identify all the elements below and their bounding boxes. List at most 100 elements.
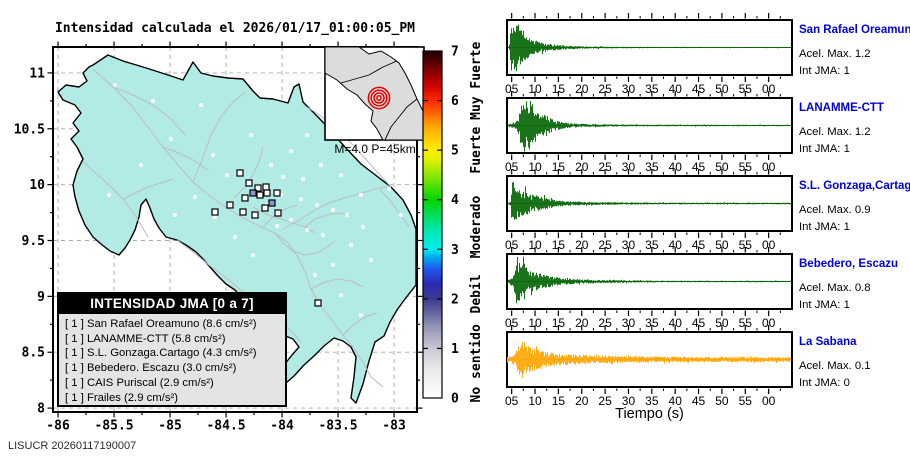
- waveform-trace: [507, 341, 791, 378]
- station-dot: [345, 213, 349, 217]
- road-line: [234, 146, 264, 198]
- time-tick-label: 20: [575, 394, 589, 408]
- accel-max-value: Acel. Max. 0.8: [799, 282, 871, 294]
- map-frame: [52, 46, 418, 413]
- station-dot: [169, 137, 173, 141]
- time-tick-label: 25: [598, 316, 612, 330]
- time-tick-label: 35: [645, 316, 659, 330]
- time-tick-label: 05: [505, 160, 519, 174]
- time-tick-label: 55: [739, 316, 753, 330]
- road-line: [112, 86, 186, 136]
- time-tick-label: 50: [715, 316, 729, 330]
- y-tick-label: 9: [37, 290, 45, 305]
- station-dot: [301, 177, 305, 181]
- station-dot: [113, 83, 117, 87]
- time-tick-label: 25: [598, 238, 612, 252]
- jma-intensity-square: [249, 189, 257, 197]
- jma-intensity-square: [236, 169, 244, 177]
- colorbar-category-label: Muy Fuerte: [469, 41, 484, 119]
- colorbar-tick-label: 2: [451, 292, 459, 307]
- station-dot: [315, 203, 319, 207]
- x-tick-label: -84: [270, 419, 294, 434]
- colorbar-tick-label: 3: [451, 243, 459, 258]
- station-info: La Sabana Acel. Max. 0.1 Int JMA: 0: [799, 336, 909, 389]
- time-tick-label: 10: [528, 316, 542, 330]
- jma-legend: INTENSIDAD JMA [0 a 7] [ 1 ] San Rafael …: [57, 292, 287, 407]
- time-tick-label: 30: [622, 160, 636, 174]
- y-tick-label: 8: [37, 402, 45, 417]
- int-jma-value: Int JMA: 1: [799, 65, 850, 77]
- intensity-colorbar: [422, 50, 443, 399]
- int-jma-value: Int JMA: 0: [799, 377, 850, 389]
- legend-item: [ 1 ] Bebedero. Escazu (3.0 cm/s²): [65, 362, 237, 375]
- accel-max-value: Acel. Max. 0.9: [799, 204, 871, 216]
- accel-max-value: Acel. Max. 1.2: [799, 48, 871, 60]
- station-dot: [199, 103, 203, 107]
- watermark: LISUCR 20260117190007: [8, 440, 137, 452]
- x-tick-label: -83: [382, 419, 405, 434]
- jma-intensity-square: [263, 189, 271, 197]
- time-tick-label: 25: [598, 394, 612, 408]
- time-tick-label: 40: [669, 394, 683, 408]
- station-dot: [305, 133, 309, 137]
- road-line: [310, 278, 364, 290]
- time-tick-label: 45: [692, 160, 706, 174]
- colorbar-tick-label: 7: [451, 45, 459, 60]
- time-tick-label: 15: [552, 238, 566, 252]
- colorbar-tick-label: 5: [451, 144, 459, 159]
- int-jma-value: Int JMA: 1: [799, 221, 850, 233]
- station-dot: [249, 133, 253, 137]
- station-dot: [339, 173, 343, 177]
- y-tick-label: 9.5: [22, 234, 45, 249]
- station-dot: [151, 99, 155, 103]
- station-dot: [399, 213, 403, 217]
- seismogram-panel: 05 10 15 20 25 30 35 40 45 50 55 00: [505, 247, 793, 330]
- road-line: [122, 178, 174, 200]
- time-tick-label: 15: [552, 394, 566, 408]
- station-dot: [369, 258, 373, 262]
- jma-intensity-square: [314, 299, 322, 307]
- station-dot: [213, 215, 217, 219]
- time-tick-label: 20: [575, 238, 589, 252]
- epicenter-icon: [376, 95, 382, 101]
- time-tick-label: 30: [622, 316, 636, 330]
- station-dot: [321, 233, 325, 237]
- station-dot: [275, 224, 279, 228]
- seismogram-panel: 05 10 15 20 25 30 35 40 45 50 55 00: [505, 325, 793, 408]
- int-jma-value: Int JMA: 1: [799, 299, 850, 311]
- jma-intensity-square: [256, 191, 264, 199]
- accel-max-value: Acel. Max. 1.2: [799, 126, 871, 138]
- time-tick-label: 55: [739, 82, 753, 96]
- station-dot: [361, 225, 365, 229]
- jma-intensity-square: [274, 209, 282, 217]
- colorbar-tick-label: 6: [451, 94, 459, 109]
- time-tick-label: 10: [528, 394, 542, 408]
- time-tick-label: 10: [528, 82, 542, 96]
- station-dot: [387, 187, 391, 191]
- time-tick-label: 20: [575, 160, 589, 174]
- road-line: [274, 232, 336, 256]
- legend-item-list: [ 1 ] San Rafael Oreamuno (8.6 cm/s²) [ …: [59, 317, 285, 405]
- colorbar-category-label: No sentido: [469, 324, 484, 402]
- time-axis-label: Tiempo (s): [615, 406, 684, 422]
- epicenter-inset-map: [324, 46, 425, 141]
- time-tick-label: 15: [552, 316, 566, 330]
- station-dot: [379, 343, 383, 347]
- station-dot: [349, 243, 353, 247]
- station-dot: [193, 195, 197, 199]
- seismogram-panel: 05 10 15 20 25 30 35 40 45 50 55 00: [505, 13, 793, 96]
- station-dot: [305, 228, 309, 232]
- waveform-trace: [508, 24, 791, 72]
- y-tick-label: 10.5: [14, 122, 45, 137]
- time-tick-label: 50: [715, 160, 729, 174]
- jma-intensity-square: [251, 211, 259, 219]
- road-line: [342, 312, 378, 336]
- road-line: [304, 212, 352, 228]
- station-info: S.L. Gonzaga,Cartago Acel. Max. 0.9 Int …: [799, 180, 910, 233]
- accel-max-value: Acel. Max. 0.1: [799, 360, 871, 372]
- colorbar-tick-label: 1: [451, 342, 459, 357]
- colorbar-category-label: Debil: [469, 274, 484, 313]
- time-tick-label: 10: [528, 160, 542, 174]
- time-tick-label: 45: [692, 82, 706, 96]
